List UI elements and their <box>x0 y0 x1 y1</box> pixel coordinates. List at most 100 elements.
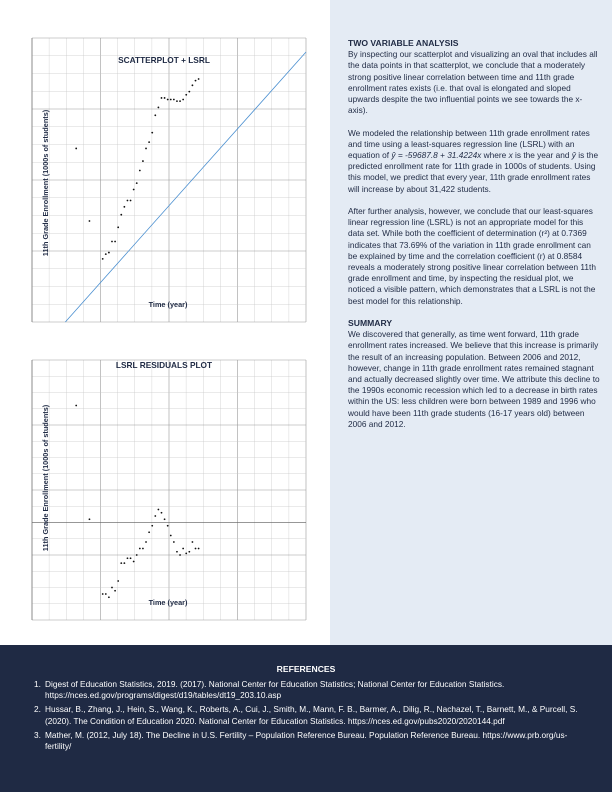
data-point <box>157 106 160 109</box>
data-point <box>138 169 141 172</box>
data-point <box>188 90 191 93</box>
data-point <box>169 98 172 101</box>
data-point <box>120 562 123 565</box>
p2-x-var: x <box>508 150 513 161</box>
data-point <box>120 213 123 216</box>
data-point <box>132 560 135 563</box>
data-point <box>197 547 200 550</box>
data-point <box>185 93 188 96</box>
lsrl-equation: ŷ = -59687.8 + 31.4224x <box>391 150 482 161</box>
data-point <box>179 554 181 556</box>
data-point <box>166 524 169 527</box>
reference-number: 1. <box>34 679 41 689</box>
data-point <box>111 586 113 589</box>
references-list: 1. Digest of Education Statistics, 2019. … <box>34 679 590 755</box>
data-point <box>163 97 166 99</box>
data-point <box>151 131 154 134</box>
data-point <box>151 524 154 527</box>
data-point <box>154 515 157 517</box>
data-point <box>148 531 151 534</box>
p2-text-a: We modeled the relationship between 11th… <box>348 127 590 161</box>
data-point <box>172 98 175 101</box>
data-point <box>107 251 110 254</box>
data-point <box>145 541 147 543</box>
data-point <box>166 98 169 101</box>
analysis-paragraph-1: By inspecting our scatterplot and visual… <box>348 49 598 116</box>
data-point <box>129 199 132 202</box>
data-point <box>160 97 163 99</box>
lsrl-line <box>65 51 307 323</box>
data-point <box>176 550 178 553</box>
reference-item: 3. Mather, M. (2012, July 18). The Declin… <box>34 730 590 752</box>
reference-item: 1. Digest of Education Statistics, 2019. … <box>34 679 590 701</box>
reference-number: 2. <box>34 704 41 715</box>
two-variable-analysis-heading: TWO VARIABLE ANALYSIS <box>348 38 459 48</box>
data-point <box>88 518 91 521</box>
residuals-y-label: 11th Grade Enrollment (1000s of students… <box>41 404 50 551</box>
p2-text-b: where <box>481 150 509 161</box>
data-point <box>104 253 107 256</box>
data-point <box>157 508 160 511</box>
residual-points <box>75 404 200 599</box>
analysis-paragraph-2: We modeled the relationship between 11th… <box>348 128 600 195</box>
data-point <box>126 557 129 560</box>
reference-item: 2. Hussar, B., Zhang, J., Hein, S., Wang,… <box>34 704 590 726</box>
p2-text-d: is the predicted enrollment rate for 11t… <box>348 150 599 194</box>
residuals-x-label: Time (year) <box>149 598 188 607</box>
data-point <box>191 541 194 543</box>
residuals-title: LSRL RESIDUALS PLOT <box>116 360 212 370</box>
data-point <box>142 160 144 162</box>
references-title: REFERENCES <box>276 664 336 674</box>
data-point <box>194 547 197 550</box>
residuals-grid <box>31 359 307 621</box>
data-point <box>129 557 132 560</box>
scatter-title: SCATTERPLOT + LSRL <box>118 55 210 65</box>
summary-paragraph: We discovered that generally, as time we… <box>348 329 600 429</box>
data-point <box>148 141 151 144</box>
reference-text: Mather, M. (2012, July 18). The Decline … <box>45 729 568 752</box>
data-point <box>88 220 91 222</box>
data-point <box>123 205 126 208</box>
scatter-y-label: 11th Grade Enrollment (1000s of students… <box>41 109 50 256</box>
data-point <box>145 147 147 150</box>
data-point <box>101 593 104 595</box>
references-footer: REFERENCES 1. Digest of Education Statist… <box>0 645 612 792</box>
scatter-x-label: Time (year) <box>149 300 188 309</box>
data-point <box>135 182 138 185</box>
data-point <box>194 79 197 82</box>
charts-column: SCATTERPLOT + LSRL Time (year) 11th Grad… <box>0 0 330 645</box>
data-point <box>114 240 116 243</box>
residuals-chart: LSRL RESIDUALS PLOT Time (year) 11th Gra… <box>31 359 307 621</box>
data-point <box>172 541 175 543</box>
reference-text: Digest of Education Statistics, 2019. (2… <box>45 679 505 701</box>
data-point <box>163 518 166 521</box>
data-point <box>182 98 185 101</box>
data-point <box>107 596 110 599</box>
scatter-points <box>75 78 200 260</box>
data-point <box>75 147 78 150</box>
data-point <box>135 554 138 556</box>
analysis-panel: TWO VARIABLE ANALYSIS By inspecting our … <box>330 0 612 645</box>
reference-number: 3. <box>34 729 41 740</box>
data-point <box>138 547 141 550</box>
data-point <box>123 562 126 565</box>
data-point <box>126 199 129 202</box>
data-point <box>104 593 107 595</box>
scatterplot-chart: SCATTERPLOT + LSRL Time (year) 11th Grad… <box>31 37 307 323</box>
data-point <box>185 552 188 555</box>
data-point <box>188 550 191 553</box>
p2-text-c: is the year and <box>512 150 572 161</box>
data-point <box>197 78 200 80</box>
data-point <box>169 534 172 537</box>
data-point <box>101 257 104 260</box>
data-point <box>154 114 157 117</box>
data-point <box>160 511 163 514</box>
data-point <box>117 226 120 229</box>
summary-heading: SUMMARY <box>348 318 393 329</box>
p2-y-var: ŷ <box>571 150 576 161</box>
data-point <box>191 84 194 87</box>
reference-text: Hussar, B., Zhang, J., Hein, S., Wang, K… <box>45 704 578 726</box>
data-point <box>132 188 135 191</box>
data-point <box>75 404 78 407</box>
data-point <box>117 580 120 582</box>
